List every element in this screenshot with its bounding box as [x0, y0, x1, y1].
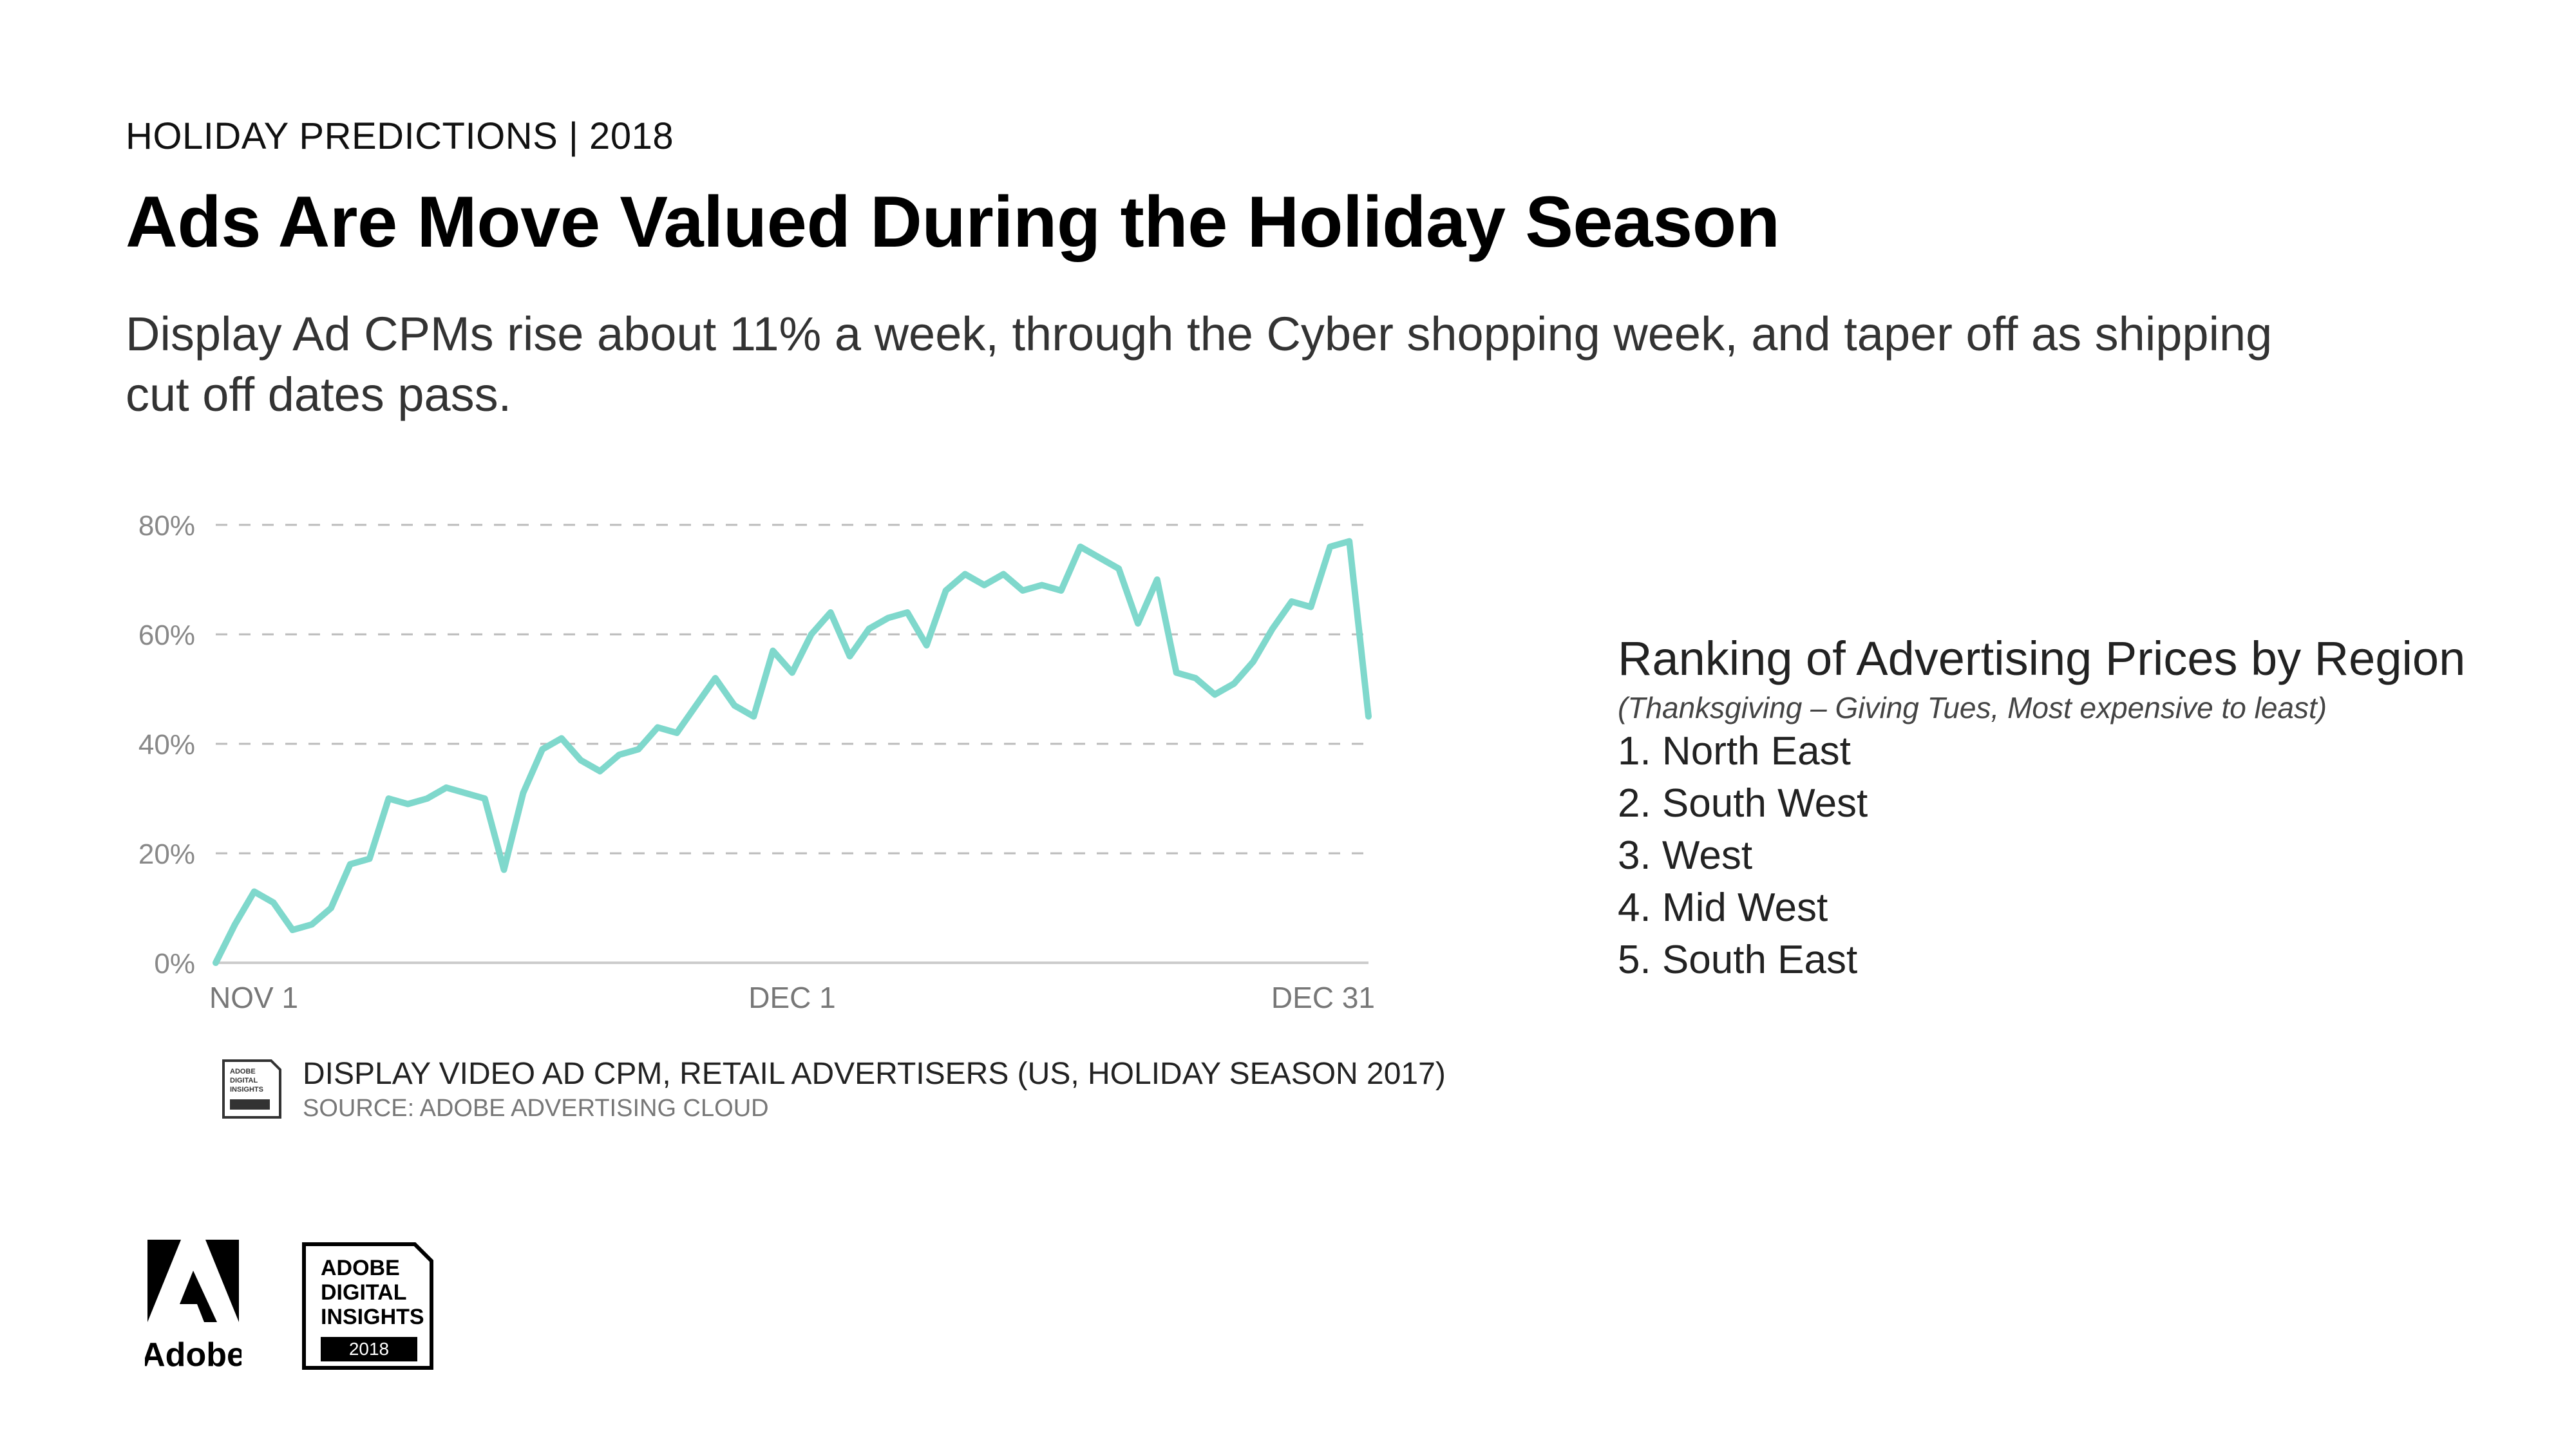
adobe-logo-icon: Adobe [145, 1240, 242, 1374]
badge-year: 2018 [349, 1339, 389, 1359]
adobe-logo-text: Adobe [145, 1336, 242, 1374]
y-tick-label: 20% [138, 838, 195, 870]
ranking-item: 5. South East [1618, 938, 1858, 982]
x-tick-label: NOV 1 [209, 981, 298, 1014]
adobe-digital-insights-icon: ADOBE DIGITAL INSIGHTS [222, 1059, 281, 1119]
badge-line-2: DIGITAL [321, 1280, 406, 1305]
y-tick-label: 40% [138, 729, 195, 761]
series-line [213, 538, 1372, 966]
page-title: Ads Are Move Valued During the Holiday S… [126, 182, 1780, 262]
x-tick-label: DEC 31 [1271, 981, 1375, 1014]
badge-line-1: ADOBE [321, 1256, 400, 1280]
y-tick-label: 80% [138, 510, 195, 542]
chart-source: SOURCE: ADOBE ADVERTISING CLOUD [303, 1095, 769, 1122]
ranking-list: 1. North East 2. South West 3. West 4. M… [1618, 725, 1868, 986]
ranking-item: 1. North East [1618, 729, 1851, 773]
page-subtitle: Display Ad CPMs rise about 11% a week, t… [126, 307, 2273, 421]
svg-text:INSIGHTS: INSIGHTS [230, 1086, 263, 1094]
badge-line-3: INSIGHTS [321, 1305, 424, 1329]
eyebrow-label: HOLIDAY PREDICTIONS | 2018 [126, 115, 674, 157]
chart-caption: DISPLAY VIDEO AD CPM, RETAIL ADVERTISERS… [303, 1057, 1446, 1091]
ranking-item: 3. West [1618, 833, 1753, 878]
y-tick-label: 0% [154, 948, 195, 980]
x-tick-label: DEC 1 [748, 981, 835, 1014]
ranking-title: Ranking of Advertising Prices by Region [1618, 632, 2466, 685]
svg-text:ADOBE: ADOBE [230, 1068, 256, 1075]
ranking-item: 2. South West [1618, 781, 1868, 826]
ranking-subtitle: (Thanksgiving – Giving Tues, Most expens… [1618, 691, 2327, 724]
adobe-digital-insights-badge-icon: ADOBE DIGITAL INSIGHTS 2018 [302, 1242, 433, 1370]
line-chart: 0% 20% 40% 60% 80% NOV 1 DEC 1 DEC 31 [138, 510, 1375, 1014]
ranking-item: 4. Mid West [1618, 886, 1828, 930]
svg-text:DIGITAL: DIGITAL [230, 1077, 258, 1084]
y-tick-label: 60% [138, 620, 195, 651]
